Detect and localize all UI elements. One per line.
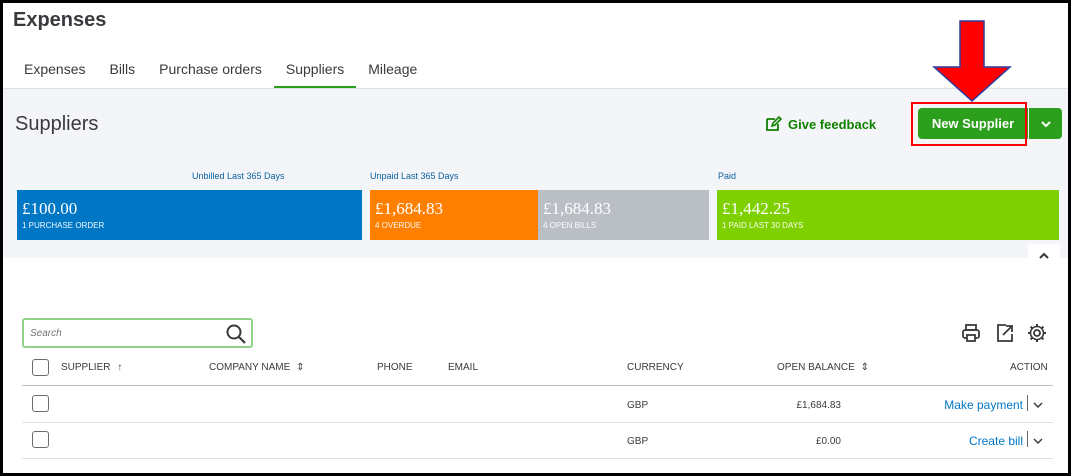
tab-expenses[interactable]: Expenses <box>24 61 86 77</box>
table-row[interactable]: GBP £0.00 Create bill <box>22 423 1053 459</box>
collapse-summary-button[interactable] <box>1028 244 1060 268</box>
open-balance-column-header[interactable]: OPEN BALANCE ⇕ <box>777 362 869 373</box>
tab-mileage[interactable]: Mileage <box>368 61 418 77</box>
new-supplier-dropdown-button[interactable] <box>1029 108 1062 139</box>
tab-bills[interactable]: Bills <box>109 61 136 77</box>
open-balance-header-label: OPEN BALANCE <box>777 362 855 373</box>
sort-icon: ⇕ <box>296 362 305 373</box>
open-bills-stat[interactable]: £1,684.83 4 OPEN BILLS <box>538 190 709 240</box>
overdue-amount: £1,684.83 <box>375 199 443 218</box>
page-title: Suppliers <box>15 113 99 135</box>
open-bills-sub: 4 OPEN BILLS <box>543 221 597 230</box>
search-input[interactable] <box>24 320 214 346</box>
tab-suppliers[interactable]: Suppliers <box>273 55 357 89</box>
table-row[interactable]: GBP £1,684.83 Make payment <box>22 387 1053 423</box>
chevron-down-icon <box>1040 120 1051 127</box>
supplier-header-label: SUPPLIER <box>61 362 111 373</box>
sort-icon: ⇕ <box>860 362 869 373</box>
select-all-checkbox[interactable] <box>32 359 49 376</box>
search-icon[interactable] <box>225 323 247 345</box>
chevron-down-icon[interactable] <box>1031 434 1045 448</box>
arrow-up-icon: ↑ <box>117 362 123 373</box>
purchase-order-sub: 1 PURCHASE ORDER <box>22 221 105 230</box>
tab-purchase-orders[interactable]: Purchase orders <box>159 61 262 77</box>
purchase-order-amount: £100.00 <box>22 199 78 218</box>
annotation-highlight-box <box>911 102 1027 146</box>
tab-bar: Expenses Bills Purchase orders Suppliers… <box>12 55 429 89</box>
new-supplier-button[interactable]: New Supplier <box>918 108 1028 139</box>
phone-column-header: PHONE <box>377 362 413 373</box>
table-header: SUPPLIER ↑ COMPANY NAME ⇕ PHONE EMAIL CU… <box>22 352 1053 386</box>
gear-icon[interactable] <box>1026 322 1048 344</box>
paid-label: Paid <box>718 171 737 181</box>
company-name-column-header[interactable]: COMPANY NAME ⇕ <box>209 362 304 373</box>
overdue-sub: 4 OVERDUE <box>375 221 422 230</box>
open-bills-amount: £1,684.83 <box>543 199 611 218</box>
purchase-order-stat[interactable]: £100.00 1 PURCHASE ORDER <box>17 190 362 240</box>
unpaid-label: Unpaid Last 365 Days <box>370 171 459 181</box>
supplier-column-header[interactable]: SUPPLIER ↑ <box>61 362 122 373</box>
open-balance-cell: £1,684.83 <box>796 400 842 411</box>
paid-sub: 1 PAID LAST 30 DAYS <box>722 221 804 230</box>
give-feedback-label: Give feedback <box>788 116 877 132</box>
app-title: Expenses <box>13 9 107 31</box>
row-divider <box>304 422 444 423</box>
export-icon[interactable] <box>994 322 1016 344</box>
open-balance-cell: £0.00 <box>815 436 841 447</box>
search-field[interactable] <box>22 318 253 348</box>
overdue-stat[interactable]: £1,684.83 4 OVERDUE <box>370 190 538 240</box>
print-icon[interactable] <box>960 322 982 344</box>
paid-amount: £1,442.25 <box>722 199 790 218</box>
make-payment-link[interactable]: Make payment <box>944 398 1023 412</box>
give-feedback-link[interactable]: Give feedback <box>764 115 876 133</box>
unbilled-label: Unbilled Last 365 Days <box>192 171 285 181</box>
currency-cell: GBP <box>627 400 649 411</box>
action-separator <box>1027 395 1028 411</box>
chevron-down-icon[interactable] <box>1031 398 1045 412</box>
currency-cell: GBP <box>627 436 649 447</box>
currency-column-header: CURRENCY <box>627 362 684 373</box>
email-column-header: EMAIL <box>448 362 479 373</box>
company-name-header-label: COMPANY NAME <box>209 362 291 373</box>
row-checkbox[interactable] <box>32 395 49 412</box>
red-down-arrow-icon <box>932 20 1012 102</box>
paid-stat[interactable]: £1,442.25 1 PAID LAST 30 DAYS <box>717 190 1059 240</box>
action-column-header: ACTION <box>1010 362 1048 373</box>
action-separator <box>1027 431 1028 447</box>
create-bill-link[interactable]: Create bill <box>968 434 1023 448</box>
edit-feedback-icon <box>766 115 782 131</box>
row-checkbox[interactable] <box>32 431 49 448</box>
chevron-up-icon <box>1039 252 1049 259</box>
